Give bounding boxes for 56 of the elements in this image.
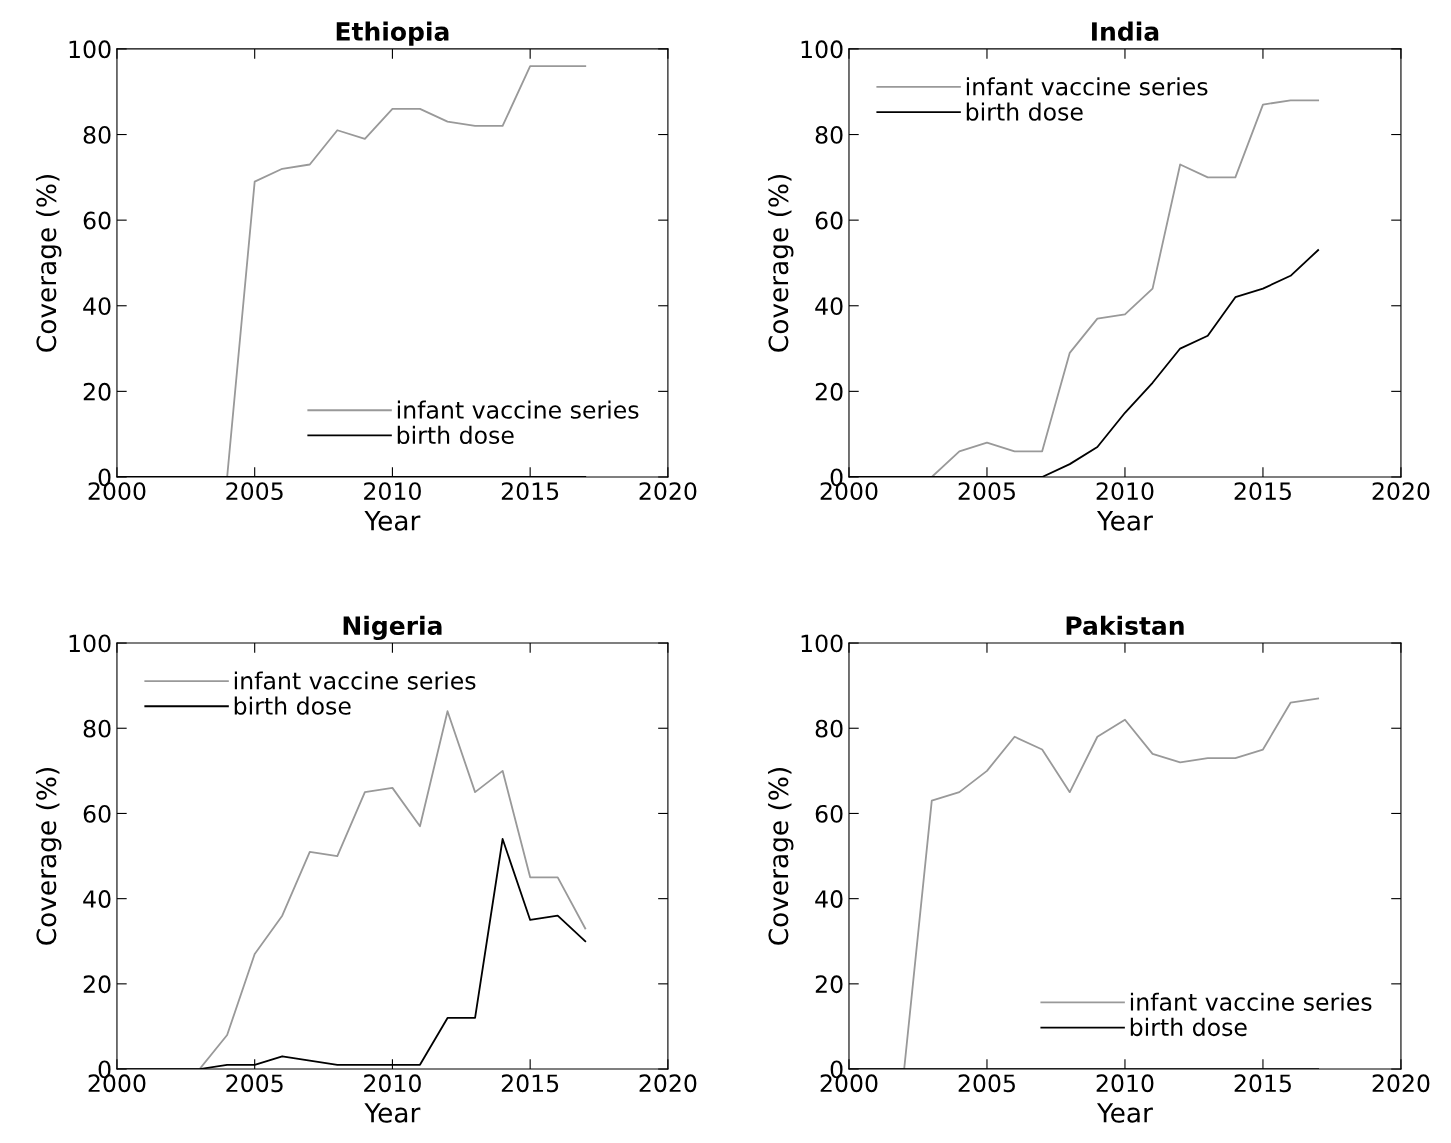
y-tick-label: 40	[815, 297, 843, 316]
y-axis-title: Coverage (%)	[35, 768, 62, 945]
y-axis-title: Coverage (%)	[767, 174, 794, 352]
y-tick-label: 80	[83, 125, 111, 144]
chart-title: Ethiopia	[336, 21, 449, 46]
y-axis-title: Coverage (%)	[767, 768, 794, 945]
y-tick-label: 40	[815, 890, 843, 908]
legend-label: birth dose	[234, 696, 351, 715]
y-tick-label: 40	[83, 297, 111, 316]
x-tick-label: 2005	[226, 482, 283, 501]
x-tick-label: 2015	[1234, 482, 1291, 501]
legend-label: birth dose	[966, 102, 1083, 121]
x-tick-label: 2020	[639, 1074, 697, 1093]
legend-label: birth dose	[1130, 1017, 1247, 1037]
y-tick-label: 60	[83, 804, 111, 823]
y-tick-label: 80	[815, 125, 843, 144]
y-tick-label: 100	[801, 634, 843, 653]
x-tick-label: 2010	[364, 1074, 421, 1093]
x-axis-title: Year	[1096, 1103, 1153, 1123]
x-axis-title: Year	[1096, 511, 1153, 531]
y-tick-label: 20	[83, 975, 111, 994]
y-tick-label: 100	[801, 40, 843, 59]
chart-title: India	[1092, 21, 1159, 41]
y-tick-label: 20	[815, 382, 843, 401]
x-tick-label: 2015	[1234, 1074, 1291, 1093]
x-tick-label: 2010	[1096, 482, 1154, 501]
x-tick-label: 2005	[958, 1074, 1015, 1093]
x-tick-label: 2020	[1372, 1074, 1430, 1093]
y-tick-label: 60	[815, 804, 843, 823]
y-tick-label: 60	[83, 211, 111, 230]
legend-label: infant vaccine series	[1130, 992, 1372, 1011]
x-tick-label: 2020	[1372, 482, 1430, 501]
legend-label: birth dose	[397, 425, 514, 445]
x-tick-label: 2020	[639, 482, 697, 501]
chart-title: Nigeria	[343, 615, 442, 641]
y-tick-label: 60	[815, 211, 843, 230]
y-tick-label: 80	[815, 719, 843, 738]
x-tick-label: 2015	[501, 482, 559, 501]
y-tick-label: 20	[83, 382, 111, 401]
y-tick-label: 80	[83, 719, 111, 738]
y-tick-label: 40	[83, 890, 111, 908]
y-tick-label: 100	[69, 40, 111, 59]
chart-title: Pakistan	[1066, 615, 1184, 636]
x-tick-label: 2010	[1096, 1074, 1154, 1093]
x-axis-title: Year	[364, 1103, 421, 1123]
y-tick-label: 100	[69, 634, 111, 653]
legend-label: infant vaccine series	[397, 400, 639, 419]
x-tick-label: 2005	[958, 482, 1015, 501]
legend-label: infant vaccine series	[966, 77, 1208, 96]
x-tick-label: 2005	[226, 1074, 283, 1093]
x-axis-title: Year	[364, 511, 421, 531]
legend-label: infant vaccine series	[234, 671, 476, 690]
x-tick-label: 2010	[364, 482, 421, 501]
y-axis-title: Coverage (%)	[35, 174, 62, 352]
y-tick-label: 20	[815, 975, 843, 994]
x-tick-label: 2015	[501, 1074, 559, 1093]
